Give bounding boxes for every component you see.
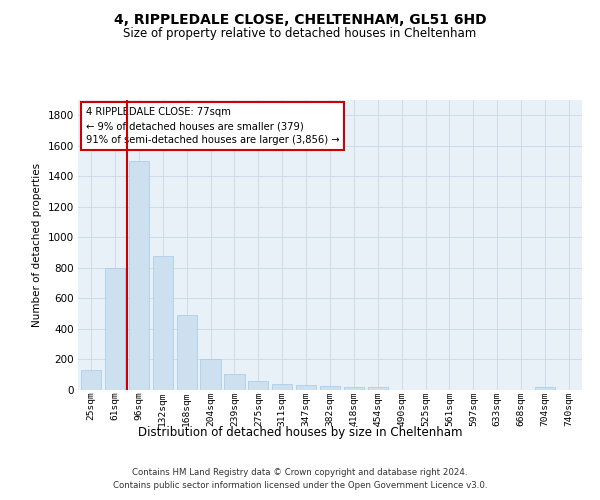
Bar [81, 370, 101, 390]
Text: Contains public sector information licensed under the Open Government Licence v3: Contains public sector information licen… [113, 480, 487, 490]
Bar [152, 256, 173, 390]
Bar [272, 384, 292, 390]
Y-axis label: Number of detached properties: Number of detached properties [32, 163, 42, 327]
Bar [535, 386, 555, 390]
Bar [176, 315, 197, 390]
Bar [200, 358, 221, 390]
Text: Contains HM Land Registry data © Crown copyright and database right 2024.: Contains HM Land Registry data © Crown c… [132, 468, 468, 477]
Bar [248, 381, 268, 390]
Bar [320, 386, 340, 390]
Text: 4 RIPPLEDALE CLOSE: 77sqm
← 9% of detached houses are smaller (379)
91% of semi-: 4 RIPPLEDALE CLOSE: 77sqm ← 9% of detach… [86, 108, 339, 146]
Bar [129, 161, 149, 390]
Bar [368, 387, 388, 390]
Bar [224, 374, 245, 390]
Text: 4, RIPPLEDALE CLOSE, CHELTENHAM, GL51 6HD: 4, RIPPLEDALE CLOSE, CHELTENHAM, GL51 6H… [113, 12, 487, 26]
Bar [344, 387, 364, 390]
Bar [296, 385, 316, 390]
Bar [105, 268, 125, 390]
Text: Distribution of detached houses by size in Cheltenham: Distribution of detached houses by size … [138, 426, 462, 439]
Text: Size of property relative to detached houses in Cheltenham: Size of property relative to detached ho… [124, 28, 476, 40]
